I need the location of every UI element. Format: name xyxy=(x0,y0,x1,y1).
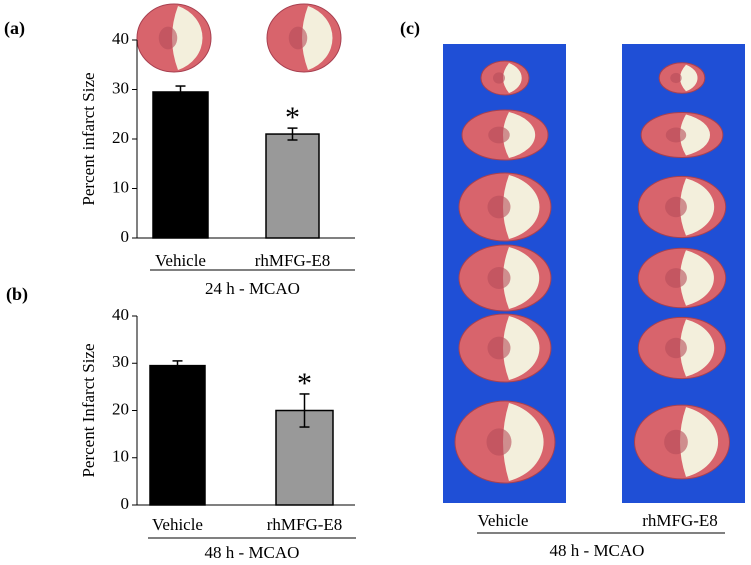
ventricle xyxy=(665,127,687,143)
infarct xyxy=(302,6,333,70)
infarct xyxy=(503,175,540,239)
brain-photos xyxy=(454,60,730,484)
bar xyxy=(152,91,209,239)
y-tick-label: 0 xyxy=(121,494,130,513)
ventricle xyxy=(493,72,505,84)
y-tick-label: 10 xyxy=(112,447,129,466)
y-tick-label: 20 xyxy=(112,399,129,418)
group-label: 24 h - MCAO xyxy=(205,279,300,298)
y-tick-label: 20 xyxy=(112,128,129,147)
ventricle xyxy=(665,268,687,288)
significance: * xyxy=(297,367,312,400)
ventricle xyxy=(670,72,682,84)
y-axis-label: Percent infarct Size xyxy=(79,72,98,205)
infarct xyxy=(680,178,715,236)
y-tick-label: 10 xyxy=(112,177,129,196)
y-tick-label: 40 xyxy=(112,29,129,48)
ventricle xyxy=(488,126,510,144)
y-tick-label: 0 xyxy=(121,227,130,246)
infarct xyxy=(503,316,540,380)
ventricle xyxy=(487,267,511,289)
error-bar xyxy=(172,360,183,372)
infarct xyxy=(680,64,698,92)
panel-label: (b) xyxy=(6,284,28,305)
infarct xyxy=(680,114,711,156)
y-tick-label: 40 xyxy=(112,305,129,324)
bar xyxy=(265,133,320,239)
y-tick-label: 30 xyxy=(112,352,129,371)
infarct xyxy=(680,407,719,477)
infarct xyxy=(503,112,536,158)
x-tick-label: Vehicle xyxy=(152,515,203,534)
ventricle xyxy=(288,26,308,50)
ventricle xyxy=(665,337,687,359)
error-bar xyxy=(175,85,186,99)
panel-label: (c) xyxy=(400,18,420,39)
x-tick-label: Vehicle xyxy=(155,251,206,270)
infarct xyxy=(172,6,203,70)
error-bar xyxy=(299,393,310,428)
ventricle xyxy=(158,26,178,50)
x-tick-label: rhMFG-E8 xyxy=(255,251,331,270)
infarct xyxy=(503,403,544,481)
infarct xyxy=(680,319,715,377)
group-label: 48 h - MCAO xyxy=(205,543,300,562)
x-tick-label: rhMFG-E8 xyxy=(267,515,343,534)
ventricle xyxy=(487,195,511,219)
significance: * xyxy=(285,101,300,134)
error-bar xyxy=(287,127,298,141)
bar xyxy=(149,364,206,506)
infarct xyxy=(503,63,522,93)
infarct xyxy=(680,250,714,306)
photo-label: rhMFG-E8 xyxy=(642,511,718,530)
photo-label: Vehicle xyxy=(478,511,529,530)
ventricle xyxy=(664,429,688,455)
ventricle xyxy=(487,336,511,360)
group-label: 48 h - MCAO xyxy=(550,541,645,560)
ventricle xyxy=(486,428,512,456)
y-tick-label: 30 xyxy=(112,78,129,97)
panel-label: (a) xyxy=(4,18,25,39)
ventricle xyxy=(665,196,687,218)
y-axis-label: Percent Infarct Size xyxy=(79,343,98,477)
infarct xyxy=(503,247,540,309)
